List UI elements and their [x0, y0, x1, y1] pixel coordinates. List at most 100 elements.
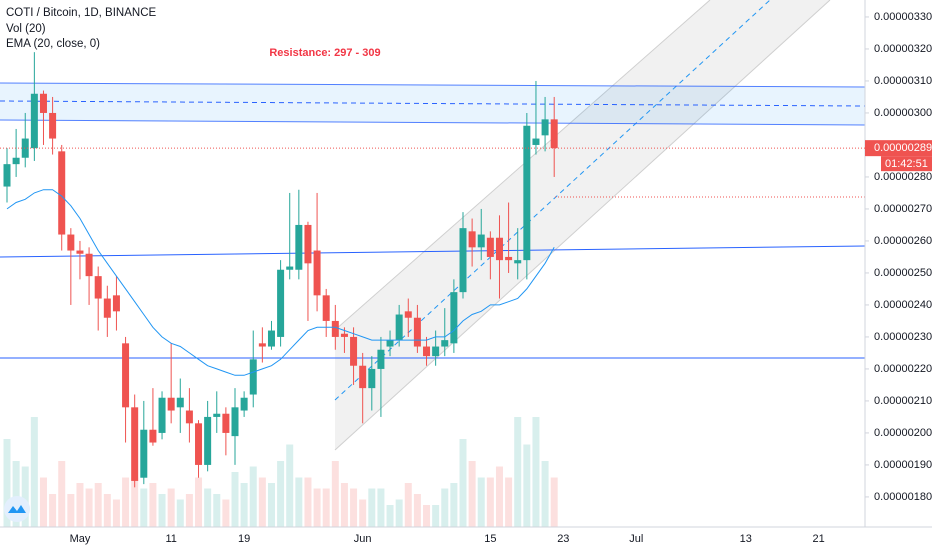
candle-body: [149, 429, 157, 443]
volume-bar: [286, 444, 294, 527]
y-tick-label: 0.00000200: [874, 427, 932, 439]
volume-bar: [340, 483, 348, 527]
volume-bar: [477, 477, 485, 527]
candle-body: [505, 256, 513, 261]
volume-bar: [468, 461, 476, 527]
volume-bar: [322, 488, 330, 527]
candle-body: [532, 138, 540, 145]
volume-bar: [176, 499, 184, 527]
y-tick-label: 0.00000220: [874, 363, 932, 375]
volume-bar: [12, 461, 20, 527]
volume-bar: [131, 477, 139, 527]
candle-body: [277, 269, 285, 337]
volume-bar: [395, 499, 403, 527]
candle-body: [185, 410, 193, 424]
y-tick-label: 0.00000230: [874, 331, 932, 343]
trend-line: [0, 245, 866, 258]
volume-bar: [295, 477, 303, 527]
candle-body: [222, 413, 230, 433]
volume-bar: [76, 483, 84, 527]
candle-body: [495, 237, 503, 261]
y-tick-label: 0.00000320: [874, 43, 932, 55]
last-price-badge: [865, 140, 932, 157]
volume-bar: [450, 483, 458, 527]
candle-body: [267, 330, 275, 347]
candle-body: [523, 125, 531, 261]
candle-body: [140, 429, 148, 478]
candle-body: [313, 250, 321, 296]
x-tick-label: 21: [813, 533, 825, 545]
candle-body: [58, 151, 66, 235]
candle-body: [423, 346, 431, 357]
candle-body: [167, 397, 175, 411]
volume-bar: [350, 488, 358, 527]
volume-bar: [432, 505, 440, 527]
volume-bar: [85, 488, 93, 527]
y-tick-label: 0.00000300: [874, 107, 932, 119]
volume-bar: [258, 477, 266, 527]
volume-bar: [94, 483, 102, 527]
y-tick-label: 0.00000250: [874, 267, 932, 279]
volume-bar: [541, 461, 549, 527]
y-tick-label: 0.00000180: [874, 491, 932, 503]
volume-bar: [58, 461, 66, 527]
y-tick-label: 0.00000270: [874, 203, 932, 215]
candle-body: [486, 237, 494, 257]
resistance-line: [0, 82, 866, 88]
candle-body: [404, 311, 412, 318]
volume-bar: [39, 477, 47, 527]
x-tick-label: 13: [740, 533, 752, 545]
candle-body: [468, 231, 476, 248]
candle-body: [477, 234, 485, 248]
ema-legend: EMA (20, close, 0): [6, 38, 100, 50]
y-tick-label: 0.00000240: [874, 299, 932, 311]
candle-body: [213, 413, 221, 417]
candle-body: [541, 119, 549, 136]
candle-body: [240, 397, 248, 411]
candle-body: [514, 260, 522, 264]
candle-body: [49, 112, 57, 139]
candle-body: [3, 164, 11, 187]
candle-body: [67, 234, 75, 251]
plot-area: [0, 0, 866, 527]
channel-edge: [334, 0, 831, 451]
x-tick-label: May: [70, 533, 91, 545]
volume-bar: [459, 439, 467, 527]
x-tick-label: 15: [484, 533, 496, 545]
volume-bar: [386, 505, 394, 527]
volume-bar: [213, 494, 221, 527]
candle-body: [112, 295, 120, 312]
volume-bar: [267, 483, 275, 527]
last-price-label: 0.00000289: [874, 142, 932, 154]
volume-bar: [441, 488, 449, 527]
candle-body: [204, 416, 212, 465]
candle-body: [39, 93, 47, 113]
candle-body: [432, 346, 440, 357]
candle-body: [122, 343, 130, 408]
candle-body: [131, 407, 139, 481]
volume-bar: [505, 477, 513, 527]
volume-bar: [359, 499, 367, 527]
candle-body: [30, 93, 38, 149]
resistance-line: [0, 119, 866, 126]
candle-body: [359, 365, 367, 389]
volume-bar: [204, 488, 212, 527]
volume-bar: [550, 477, 558, 527]
candle-body: [94, 276, 102, 299]
x-tick-label: 19: [238, 533, 250, 545]
candle-body: [386, 340, 394, 347]
y-tick-label: 0.00000310: [874, 75, 932, 87]
candle-body: [85, 253, 93, 277]
candle-body: [286, 266, 294, 270]
volume-bar: [185, 494, 193, 527]
candle-body: [377, 349, 385, 369]
logo-mark: [8, 505, 26, 513]
volume-bar: [103, 494, 111, 527]
chart-title: COTI / Bitcoin, 1D, BINANCE: [6, 7, 157, 19]
volume-bar: [313, 488, 321, 527]
volume-legend: Vol (20): [6, 23, 46, 35]
timer: 01:42:51: [885, 158, 928, 170]
y-tick-label: 0.00000260: [874, 235, 932, 247]
candle-body: [304, 224, 312, 264]
